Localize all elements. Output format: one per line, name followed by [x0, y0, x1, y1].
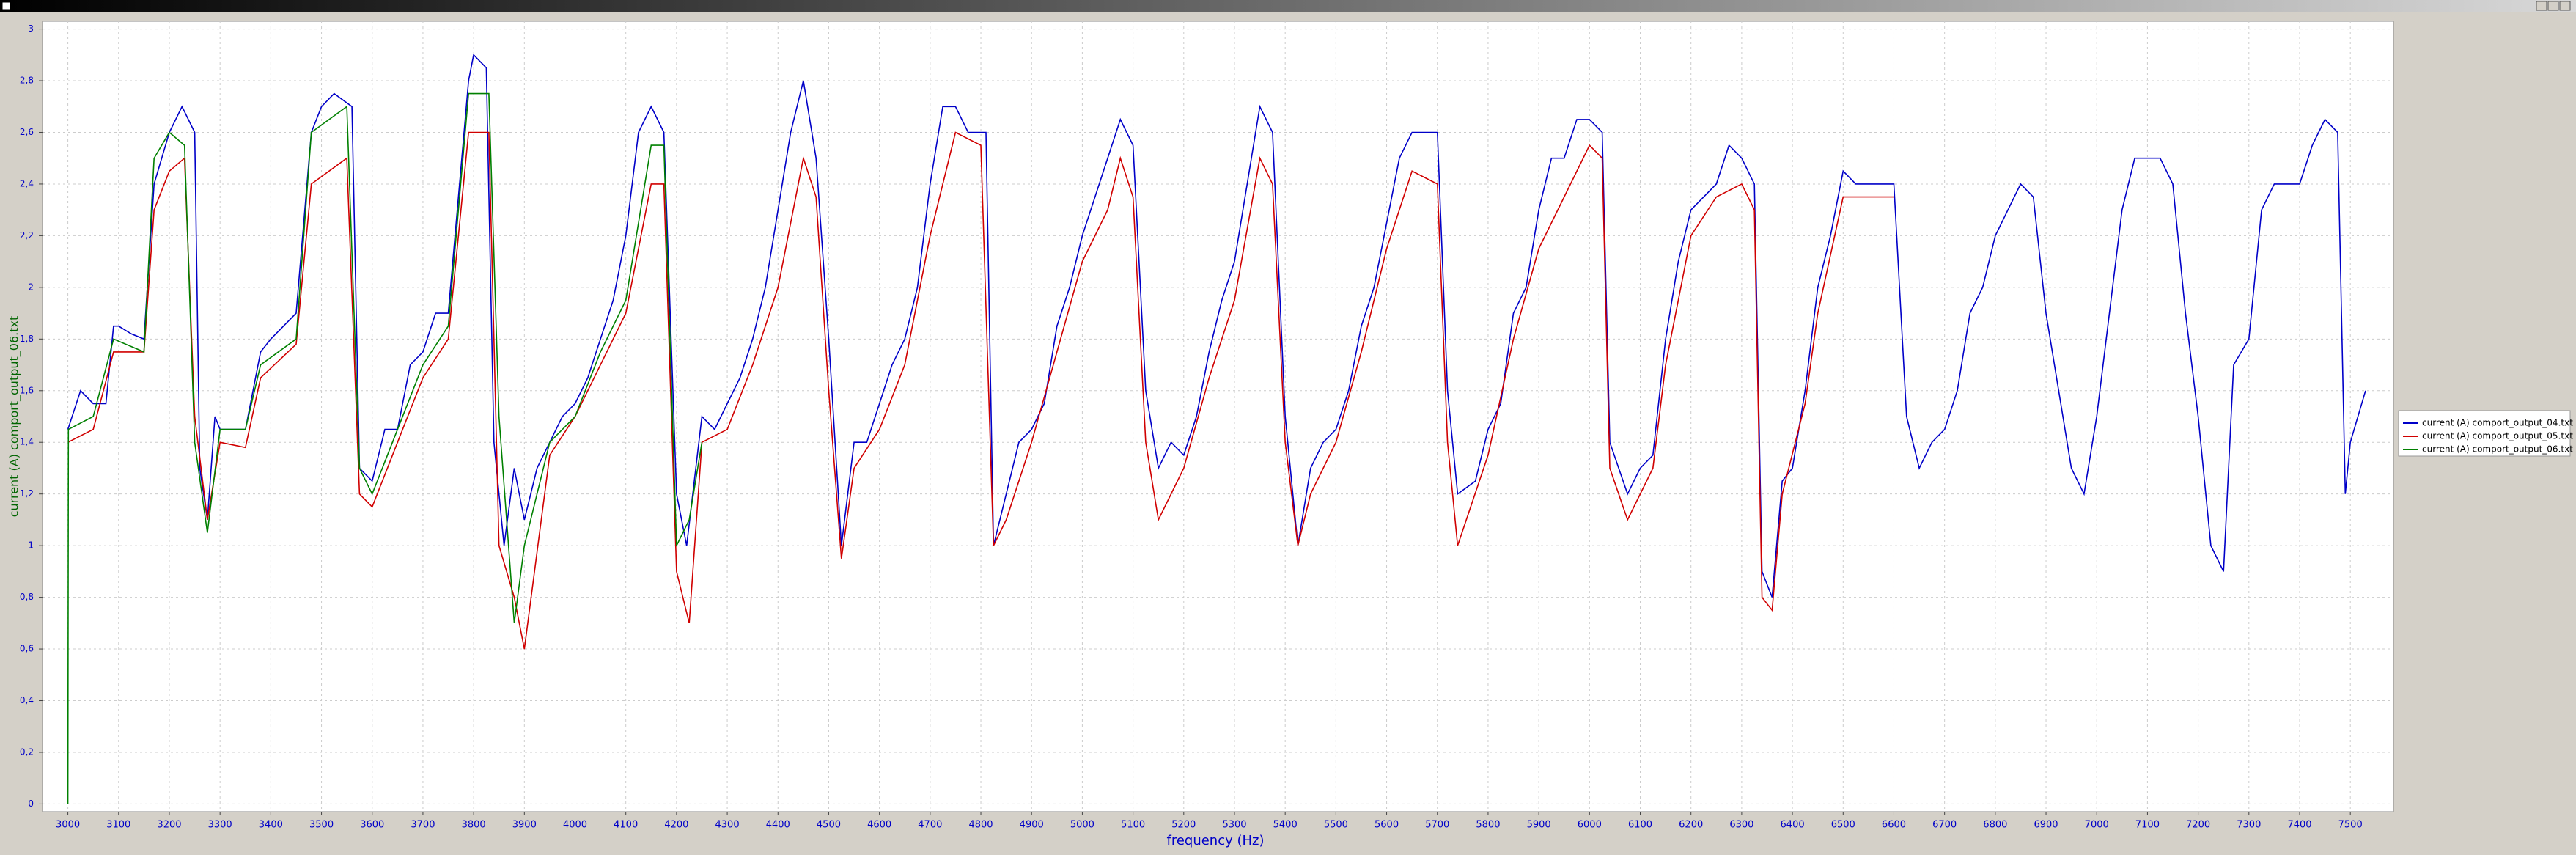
legend-label: current (A) comport_output_04.txt	[2422, 418, 2573, 428]
x-tick-label: 3400	[259, 820, 283, 831]
x-tick-label: 3800	[462, 820, 486, 831]
y-tick-label: 2	[28, 282, 34, 292]
x-tick-label: 6000	[1578, 820, 1602, 831]
x-tick-label: 4500	[817, 820, 841, 831]
x-tick-label: 4400	[766, 820, 790, 831]
x-tick-label: 3900	[512, 820, 537, 831]
x-tick-label: 4700	[918, 820, 942, 831]
x-tick-label: 7200	[2186, 820, 2210, 831]
x-tick-label: 7400	[2287, 820, 2311, 831]
x-tick-label: 3700	[411, 820, 435, 831]
legend-label: current (A) comport_output_05.txt	[2422, 431, 2573, 441]
x-tick-label: 3200	[157, 820, 181, 831]
x-tick-label: 5000	[1070, 820, 1094, 831]
x-axis-label: frequency (Hz)	[1166, 833, 1264, 848]
y-tick-label: 1	[28, 540, 34, 551]
x-tick-label: 3100	[106, 820, 130, 831]
x-tick-label: 6800	[1983, 820, 2007, 831]
window-buttons[interactable]	[2536, 1, 2571, 11]
x-tick-label: 4200	[664, 820, 688, 831]
plot-area	[42, 21, 2394, 812]
y-tick-label: 0,8	[20, 592, 34, 602]
x-tick-label: 5300	[1222, 820, 1246, 831]
legend	[2398, 410, 2571, 457]
x-tick-label: 5600	[1375, 820, 1399, 831]
legend-label: current (A) comport_output_06.txt	[2422, 444, 2573, 455]
x-tick-label: 5400	[1273, 820, 1298, 831]
x-tick-label: 6600	[1882, 820, 1906, 831]
y-tick-label: 0	[28, 799, 34, 809]
x-tick-label: 5900	[1527, 820, 1551, 831]
x-tick-label: 4900	[1020, 820, 1044, 831]
x-tick-label: 5200	[1171, 820, 1196, 831]
y-tick-label: 1,2	[20, 488, 34, 499]
y-tick-label: 2,8	[20, 76, 34, 86]
x-tick-label: 6900	[2034, 820, 2058, 831]
x-tick-label: 4800	[968, 820, 993, 831]
x-tick-label: 6700	[1932, 820, 1957, 831]
y-tick-label: 0,2	[20, 746, 34, 757]
y-axis-label: current (A) comport_output_06.txt	[7, 316, 22, 518]
x-tick-label: 3600	[360, 820, 384, 831]
series-line	[67, 54, 2366, 598]
x-tick-label: 4000	[563, 820, 587, 831]
x-tick-label: 7000	[2085, 820, 2109, 831]
x-tick-label: 5700	[1425, 820, 1449, 831]
x-tick-label: 5500	[1324, 820, 1348, 831]
x-tick-label: 6400	[1781, 820, 1805, 831]
y-tick-label: 3	[28, 23, 34, 34]
x-tick-label: 6500	[1831, 820, 1855, 831]
x-tick-label: 7100	[2135, 820, 2160, 831]
y-tick-label: 1,8	[20, 334, 34, 344]
x-tick-label: 4100	[614, 820, 638, 831]
x-tick-label: 7500	[2338, 820, 2363, 831]
series-line	[67, 92, 703, 804]
y-tick-label: 1,4	[20, 437, 34, 447]
x-tick-label: 3000	[56, 820, 80, 831]
x-tick-label: 4300	[715, 820, 740, 831]
window-icon	[1, 1, 11, 10]
x-tick-label: 6300	[1729, 820, 1753, 831]
y-tick-label: 2,6	[20, 127, 34, 137]
x-tick-label: 4600	[867, 820, 891, 831]
x-tick-label: 6100	[1628, 820, 1652, 831]
title-bar	[0, 0, 2576, 12]
x-tick-label: 6200	[1679, 820, 1703, 831]
y-tick-label: 0,4	[20, 695, 34, 705]
x-tick-label: 5800	[1476, 820, 1500, 831]
x-tick-label: 5100	[1121, 820, 1145, 831]
y-tick-label: 1,6	[20, 385, 34, 395]
x-tick-label: 3500	[309, 820, 334, 831]
series-line	[67, 131, 1894, 650]
x-tick-label: 3300	[208, 820, 232, 831]
y-tick-label: 2,2	[20, 230, 34, 241]
y-tick-label: 2,4	[20, 178, 34, 188]
x-tick-label: 7300	[2237, 820, 2261, 831]
y-tick-label: 0,6	[20, 644, 34, 654]
